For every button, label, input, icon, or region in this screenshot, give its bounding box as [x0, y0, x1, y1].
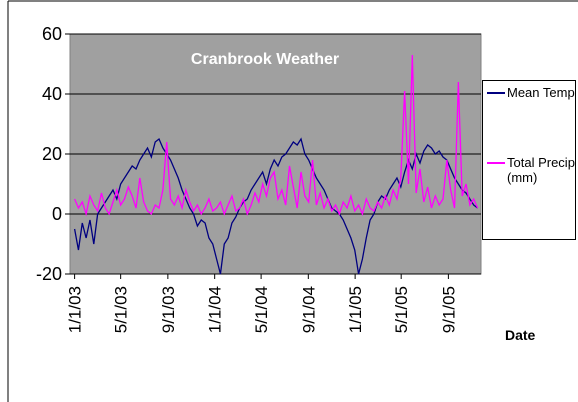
- chart-title: Cranbrook Weather: [191, 51, 339, 68]
- x-tick-label: 1/1/05: [346, 286, 365, 333]
- legend-swatch: [487, 92, 505, 94]
- x-tick-label: 9/1/03: [159, 286, 178, 333]
- legend-item: Mean Temp: [487, 85, 575, 100]
- x-tick-label: 1/1/04: [206, 286, 225, 333]
- legend-swatch: [487, 162, 505, 164]
- legend: Mean Temp Total Precip (mm): [482, 80, 576, 240]
- x-tick-label: 5/1/04: [252, 286, 271, 333]
- series-line: [73, 137, 478, 275]
- x-tick-label: 9/1/05: [439, 286, 458, 333]
- x-tick-label: 1/1/03: [66, 286, 85, 333]
- y-tick-label: 60: [42, 24, 62, 44]
- legend-label: Mean Temp: [507, 85, 575, 100]
- y-tick-label: -20: [36, 264, 62, 284]
- y-tick-label: 20: [42, 144, 62, 164]
- x-tick-label: 5/1/05: [392, 286, 411, 333]
- x-tick-label: 5/1/03: [112, 286, 131, 333]
- y-tick-label: 0: [52, 204, 62, 224]
- y-tick-label: 40: [42, 84, 62, 104]
- x-tick-label: 9/1/04: [299, 286, 318, 333]
- legend-label: Total Precip (mm): [507, 155, 575, 185]
- legend-item: Total Precip (mm): [487, 155, 575, 185]
- series-line: [74, 54, 479, 217]
- x-axis-label: Date: [505, 327, 536, 343]
